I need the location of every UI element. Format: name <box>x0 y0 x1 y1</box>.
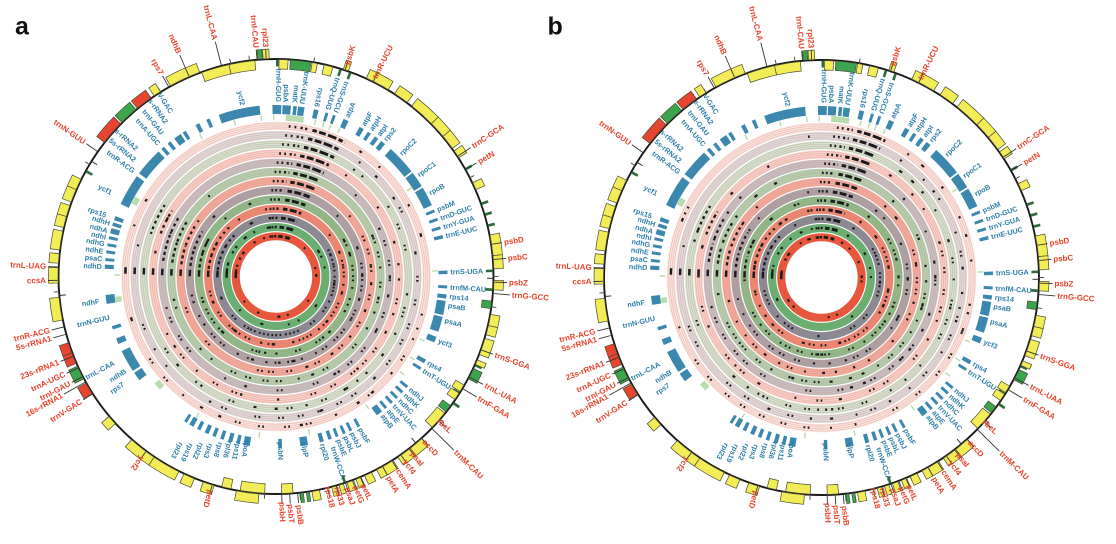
svg-text:ccsA: ccsA <box>572 277 592 286</box>
svg-text:b: b <box>548 13 563 41</box>
svg-text:psbZ: psbZ <box>509 278 528 288</box>
svg-text:psbA: psbA <box>827 85 837 103</box>
svg-text:psbZ: psbZ <box>1054 279 1073 289</box>
svg-text:a: a <box>15 13 30 41</box>
svg-text:psbH: psbH <box>823 503 833 523</box>
svg-text:psbC: psbC <box>1053 253 1074 264</box>
svg-text:trnL-UAG: trnL-UAG <box>556 261 592 272</box>
svg-text:psbH: psbH <box>277 502 287 522</box>
svg-text:trnL-UAG: trnL-UAG <box>10 260 46 271</box>
svg-text:ccsA: ccsA <box>27 276 47 285</box>
svg-text:psbC: psbC <box>507 252 528 263</box>
svg-text:psbA: psbA <box>281 84 291 102</box>
svg-text:rpl23: rpl23 <box>260 28 270 48</box>
svg-text:psbN: psbN <box>276 442 285 460</box>
svg-text:rpl23: rpl23 <box>806 29 816 49</box>
svg-text:trnS-UGA: trnS-UGA <box>996 268 1029 278</box>
svg-text:trnS-UGA: trnS-UGA <box>450 267 483 277</box>
svg-text:psbN: psbN <box>821 443 830 461</box>
